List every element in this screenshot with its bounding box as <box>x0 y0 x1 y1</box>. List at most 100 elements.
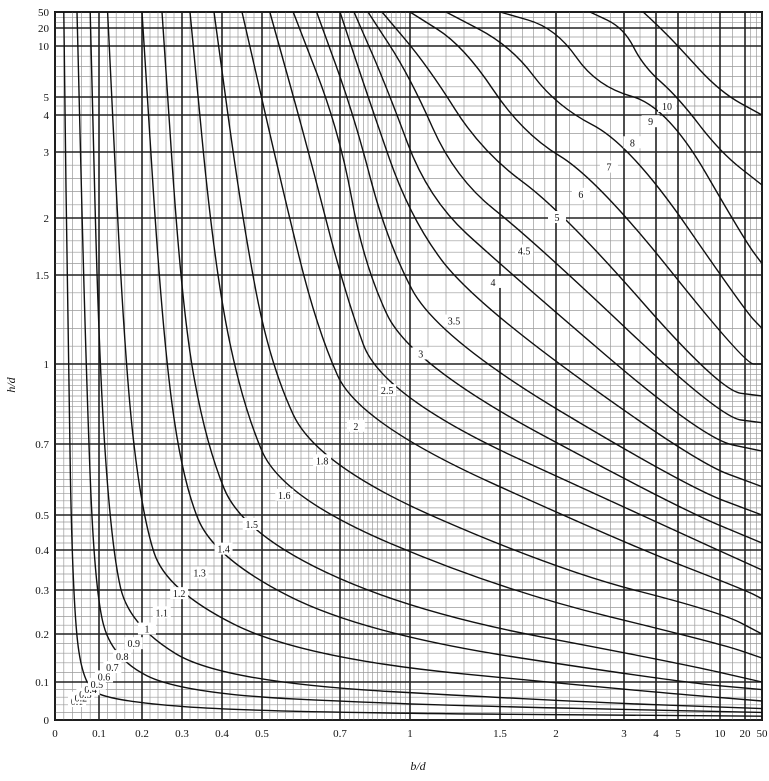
curve-label: 1.2 <box>173 589 186 600</box>
curve-label-bg <box>548 211 567 224</box>
y-tick-label: 2 <box>44 213 50 225</box>
curve-label: 8 <box>630 138 635 149</box>
y-tick-label: 0.3 <box>35 585 49 597</box>
y-tick-label: 0.1 <box>35 677 49 689</box>
y-tick-label: 0.2 <box>35 629 49 641</box>
x-tick-label: 10 <box>715 728 727 740</box>
curve-label: 0.6 <box>98 672 111 683</box>
curve-label: 1.8 <box>316 456 329 467</box>
x-tick-label: 0.3 <box>175 728 189 740</box>
curve-label: 0.7 <box>106 663 119 674</box>
curve-label-bg <box>346 419 365 432</box>
curve-label: 3.5 <box>448 317 461 328</box>
curve-10 <box>381 11 763 397</box>
curve-40 <box>642 11 763 116</box>
x-tick-label: 0.2 <box>135 728 149 740</box>
curve-label-bg <box>378 384 397 397</box>
curve-label-bg <box>103 661 122 674</box>
curve-0.1 <box>63 11 763 717</box>
curve-label-bg <box>444 314 463 327</box>
x-tick-label: 0.5 <box>255 728 269 740</box>
curve-label-bg <box>95 670 114 683</box>
curve-label: 1.3 <box>193 568 206 579</box>
curve-label: 6 <box>578 190 583 201</box>
curve-label-bg <box>571 187 590 200</box>
curve-label: 1.1 <box>156 608 169 619</box>
y-tick-label: 4 <box>44 110 50 122</box>
curve-label: 2.5 <box>381 386 394 397</box>
x-tick-label: 2 <box>553 728 559 740</box>
y-tick-label: 1.5 <box>35 270 49 282</box>
curve-label: 3 <box>418 349 423 360</box>
curve-label-bg <box>515 244 534 257</box>
curve-label-bg <box>124 637 143 650</box>
x-tick-label: 0.7 <box>333 728 347 740</box>
curve-label-bg <box>242 517 261 530</box>
y-tick-label: 50 <box>38 7 50 19</box>
curve-label-bg <box>137 622 156 635</box>
curve-label-bg <box>641 115 660 128</box>
x-tick-label: 3 <box>621 728 627 740</box>
curve-label: 2 <box>353 422 358 433</box>
grid <box>54 11 763 721</box>
curve-label-bg <box>275 488 294 501</box>
curve-label-bg <box>113 650 132 663</box>
curve-label-bg <box>190 566 209 579</box>
x-tick-label: 20 <box>740 728 752 740</box>
y-axis-label: h/d <box>4 376 18 392</box>
x-axis-label: b/d <box>410 759 426 773</box>
curve-1.5 <box>189 11 763 659</box>
curves <box>63 11 763 717</box>
curve-1 <box>161 11 763 683</box>
x-tick-label: 0.4 <box>215 728 229 740</box>
curve-label: 1.4 <box>217 545 230 556</box>
curve-8 <box>353 11 763 452</box>
curve-2 <box>213 11 763 635</box>
curve-label: 0.5 <box>91 680 104 691</box>
curve-0.3 <box>89 11 763 710</box>
curve-label-bg <box>170 587 189 600</box>
y-tick-label: 10 <box>38 41 50 53</box>
x-tick-label: 50 <box>757 728 769 740</box>
curve-30 <box>589 11 763 186</box>
x-tick-label: 4 <box>653 728 659 740</box>
x-tick-label: 1.5 <box>493 728 507 740</box>
x-tick-labels: 0 0.1 0.2 0.3 0.4 0.5 0.7 1 1.5 2 3 4 5 10 20 50 <box>52 728 768 740</box>
x-tick-label: 1 <box>407 728 413 740</box>
curve-3 <box>241 11 763 600</box>
curve-0.2 <box>76 11 763 714</box>
y-tick-label: 3 <box>44 147 50 159</box>
curve-label: 9 <box>648 117 653 128</box>
curve-12 <box>409 11 762 365</box>
curve-label: 0.8 <box>116 652 129 663</box>
curve-label: 1 <box>144 625 149 636</box>
curve-label: 0.4 <box>84 685 97 696</box>
curve-label-bg <box>152 606 171 619</box>
curve-20 <box>499 11 763 265</box>
curve-6 <box>315 11 763 516</box>
curve-label-bg <box>599 160 618 173</box>
curve-4 <box>269 11 763 571</box>
curve-5 <box>292 11 763 544</box>
curve-label: 10 <box>662 102 672 113</box>
curve-label-bg <box>623 136 642 149</box>
y-tick-labels: 0 0.1 0.2 0.3 0.4 0.5 0.7 1 1.5 2 3 4 5 10 20 50 <box>35 7 49 727</box>
x-tick-label: 0.1 <box>92 728 106 740</box>
curve-label-bg <box>214 542 233 555</box>
curve-label: 4 <box>490 278 495 289</box>
curve-label-bg <box>411 347 430 360</box>
curve-label: 4.5 <box>518 246 531 257</box>
curve-label: 0.9 <box>128 639 141 650</box>
curve-9 <box>367 11 763 424</box>
curve-label: 7 <box>606 163 611 174</box>
curve-label-bg <box>483 275 502 288</box>
curve-label-bg <box>658 100 676 112</box>
curve-7 <box>339 11 763 488</box>
curve-label-bg <box>313 454 332 467</box>
y-tick-label: 20 <box>38 23 50 35</box>
curve-0.8 <box>141 11 763 691</box>
curve-15 <box>445 11 763 329</box>
curve-labels: 0.10.20.30.40.50.60.70.80.911.11.21.31.4… <box>68 100 676 708</box>
x-tick-label: 0 <box>52 728 58 740</box>
